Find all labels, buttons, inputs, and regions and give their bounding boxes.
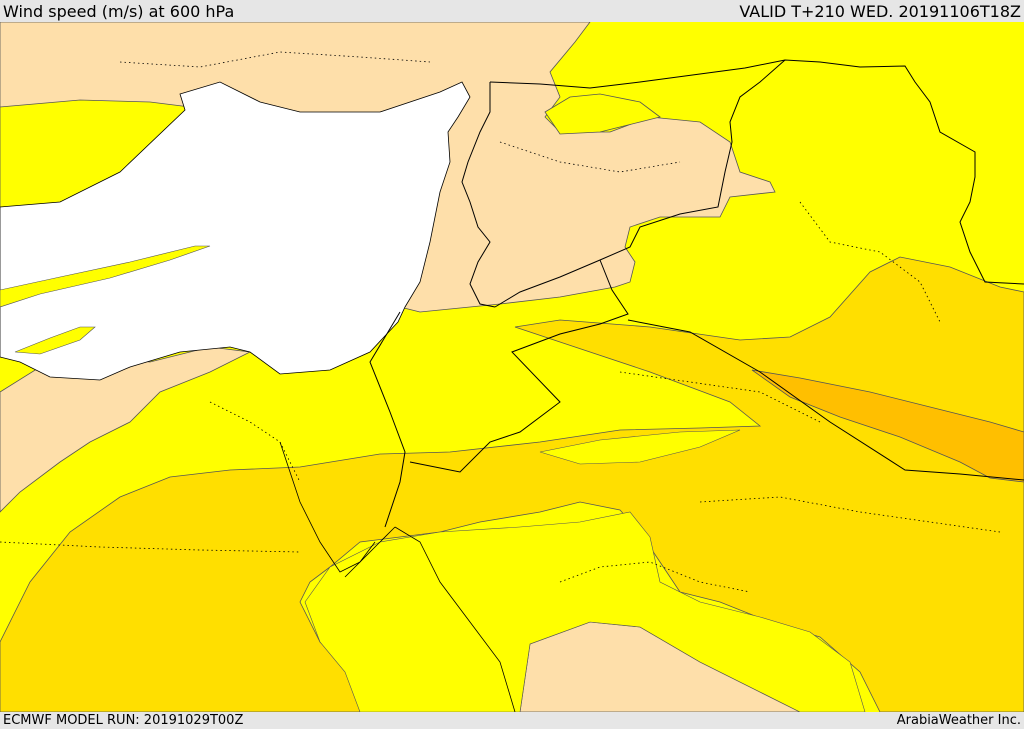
wind-band-high: [0, 256, 1024, 712]
wind-band-mid-syria: [544, 93, 661, 135]
map-title: Wind speed (m/s) at 600 hPa: [3, 2, 235, 21]
footer-bar: ECMWF MODEL RUN: 20191029T00Z ArabiaWeat…: [0, 712, 1024, 729]
coastlines: [279, 441, 516, 712]
header-bar: Wind speed (m/s) at 600 hPa VALID T+210 …: [0, 0, 1024, 22]
model-run: ECMWF MODEL RUN: 20191029T00Z: [3, 713, 244, 728]
map-canvas: [0, 22, 1024, 712]
admin-borders: [0, 51, 1001, 593]
wind-band-mid-sea-streak-2: [14, 326, 96, 355]
wind-band-mid-sea-streak: [0, 245, 211, 308]
credit: ArabiaWeather Inc.: [896, 713, 1021, 728]
weather-map: [0, 22, 1024, 712]
mediterranean-sea: [0, 81, 471, 381]
wind-band-higher: [751, 369, 1024, 483]
country-borders: [369, 59, 1024, 528]
wind-band-mid-south: [304, 511, 866, 712]
wind-band-high-sinai-gap: [539, 429, 741, 465]
valid-time: VALID T+210 WED. 20191106T18Z: [739, 2, 1021, 21]
